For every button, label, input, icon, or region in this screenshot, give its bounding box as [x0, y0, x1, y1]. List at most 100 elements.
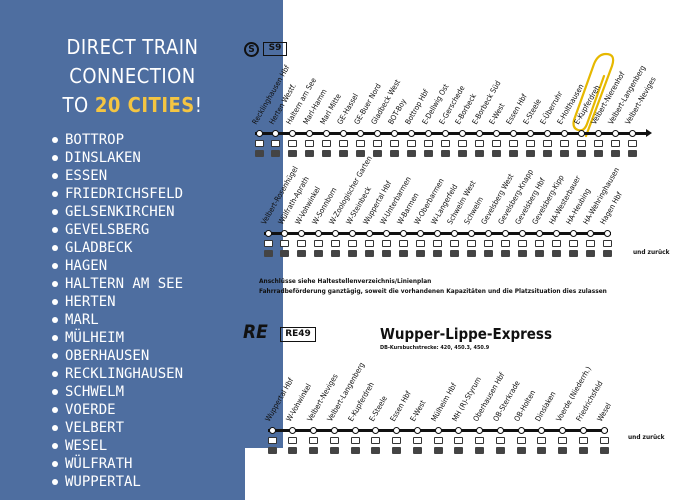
city-name: WÜLFRATH [65, 456, 133, 472]
s9-row1-service-icon [288, 140, 298, 147]
city-item: HAGEN [52, 257, 183, 275]
s9-row1-service-icon [356, 140, 366, 147]
bullet-icon [52, 263, 58, 269]
s9-row2-station-node [298, 229, 306, 237]
city-item: RECKLINGHAUSEN [52, 365, 183, 383]
s9-row2-station-node [467, 229, 475, 237]
re49-station-node [600, 426, 608, 434]
s9-row2-bike-icon [416, 250, 426, 257]
s9-row2-station-node [603, 229, 611, 237]
city-name: VOERDE [65, 402, 116, 418]
s9-row1-service-icon [407, 140, 417, 147]
s9-row2-station-node [552, 229, 560, 237]
re49-station-node [310, 426, 317, 434]
city-name: MARL [65, 312, 99, 328]
re49-service-icon [537, 437, 547, 444]
s9-row2-service-icon [331, 240, 341, 247]
re49-bike-icon [516, 447, 526, 454]
s9-row2-station-node [535, 229, 543, 237]
re49-bike-icon [288, 447, 298, 454]
s9-row2-station-node [366, 229, 374, 237]
bullet-icon [52, 281, 58, 287]
s9-row2-bike-icon [297, 250, 307, 257]
s9-row2-service-icon [399, 240, 409, 247]
s9-row1-bike-icon [373, 150, 383, 157]
re49-service-icon [309, 437, 318, 444]
s9-row2-bike-icon [534, 250, 544, 257]
re49-bike-icon [558, 447, 567, 454]
re49-station-node [413, 426, 421, 434]
s9-return-note: und zurück [633, 248, 670, 256]
s9-row1-service-icon [390, 140, 400, 147]
re-mark: RE [243, 321, 268, 343]
s9-row1-station-node [442, 129, 449, 137]
s9-row1-station-node [458, 129, 466, 137]
city-name: ESSEN [65, 168, 108, 184]
s9-row2-bike-icon [365, 250, 375, 257]
s9-row1-station-node [628, 129, 636, 137]
s9-row1-bike-icon [305, 150, 315, 157]
s9-row2-service-icon [585, 240, 595, 247]
city-name: RECKLINGHAUSEN [65, 366, 184, 382]
city-item: OBERHAUSEN [52, 347, 183, 365]
s9-row2-station-node [332, 229, 340, 237]
s9-row2-station-node [484, 229, 492, 237]
s9-row2-bike-icon [551, 250, 561, 257]
city-name: BOTTROP [65, 132, 125, 148]
s9-row1-station-node [289, 129, 297, 137]
re49-bike-icon [495, 447, 505, 454]
s9-row1-station-node [577, 129, 585, 137]
s9-row1-service-icon [424, 140, 434, 147]
s9-row1-station-node [475, 129, 483, 137]
s9-row1-bike-icon [491, 150, 501, 157]
bullet-icon [52, 155, 58, 161]
city-item: SCHWELM [52, 383, 183, 401]
re49-station-label: Wesel [595, 401, 613, 423]
s9-row1-bike-icon [339, 150, 349, 157]
s9-row1-service-icon [322, 140, 332, 147]
bullet-icon [52, 407, 58, 413]
headline-line2: CONNECTION [69, 64, 196, 88]
s9-row2-service-icon [449, 240, 459, 247]
re49-station-node [268, 426, 276, 434]
s9-row2-station-node [264, 229, 272, 237]
re49-bike-icon [412, 447, 422, 454]
panel-notch [245, 448, 283, 500]
s9-row1-bike-icon [424, 150, 434, 157]
s9-row1-service-icon [627, 140, 637, 147]
city-name: GEVELSBERG [65, 222, 150, 238]
city-name: GELSENKIRCHEN [65, 204, 175, 220]
bullet-icon [52, 335, 58, 341]
s9-row2-station-node [434, 229, 441, 237]
s9-row1-service-icon [576, 140, 586, 147]
re49-bike-icon [433, 447, 443, 454]
re49-service-icon [329, 437, 339, 444]
s9-row1-station-node [306, 129, 314, 137]
city-item: HERTEN [52, 293, 183, 311]
s9-row2-bike-icon [500, 250, 510, 257]
s9-row1-arrow-icon [646, 129, 652, 137]
s9-line-badge: S9 [263, 42, 287, 56]
city-name: WESEL [65, 438, 108, 454]
headline-line1: DIRECT TRAIN [66, 35, 199, 59]
s9-row1-bike-icon [254, 150, 264, 157]
s9-row2-station-node [569, 229, 577, 237]
s9-row1-bike-icon [356, 150, 366, 157]
city-item: ESSEN [52, 167, 183, 185]
re49-station-node [330, 426, 338, 434]
city-item: DINSLAKEN [52, 149, 183, 167]
re49-bike-icon [392, 447, 401, 454]
s9-row1-service-icon [441, 140, 450, 147]
bullet-icon [52, 371, 58, 377]
re49-return-note: und zurück [628, 433, 665, 441]
city-name: FRIEDRICHSFELD [65, 186, 184, 202]
s9-row2-bike-icon [568, 250, 578, 257]
re49-line-badge: RE49 [280, 327, 316, 342]
bullet-icon [52, 209, 58, 215]
s9-row2-bike-icon [517, 250, 527, 257]
bullet-icon [52, 443, 58, 449]
re49-service-icon [495, 437, 505, 444]
s9-row1-rail [255, 131, 648, 135]
re49-service-icon [288, 437, 298, 444]
s9-row2-service-icon [466, 240, 476, 247]
